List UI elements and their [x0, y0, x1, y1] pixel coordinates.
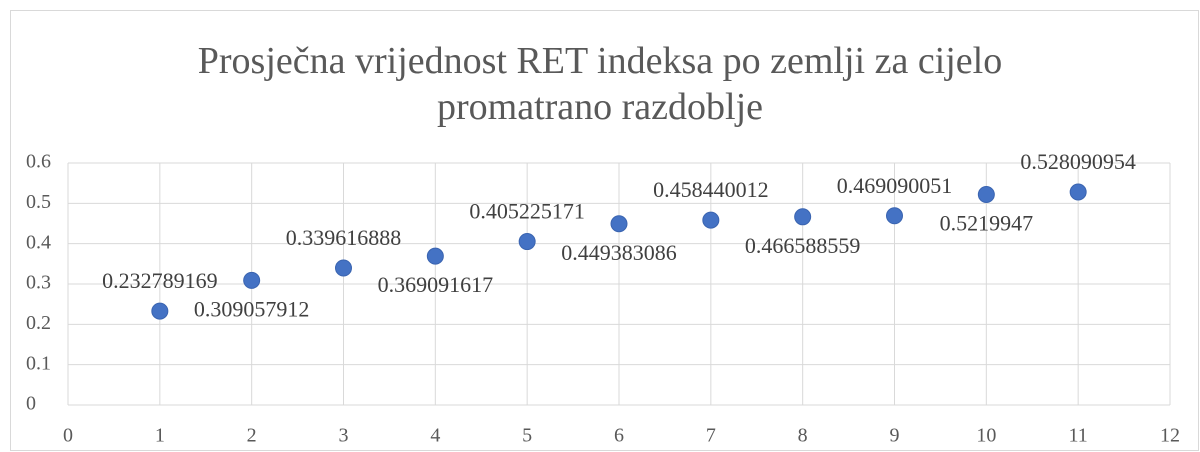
x-tick-label: 4 — [430, 425, 440, 447]
y-tick-label: 0.2 — [26, 312, 51, 334]
data-label: 0.469090051 — [837, 173, 953, 198]
chart-title: Prosječna vrijednost RET indeksa po zeml… — [197, 40, 1003, 128]
data-label: 0.5219947 — [940, 211, 1034, 236]
point — [794, 208, 812, 226]
x-tick-label: 9 — [890, 425, 900, 447]
x-tick-label: 6 — [614, 425, 624, 447]
chart-frame — [10, 10, 1199, 451]
x-tick-label: 11 — [1069, 425, 1088, 447]
data-label: 0.528090954 — [1020, 149, 1136, 174]
data-label: 0.466588559 — [745, 233, 861, 258]
x-tick-label: 12 — [1160, 425, 1180, 447]
y-tick-label: 0.5 — [26, 191, 51, 213]
x-tick-label: 5 — [522, 425, 532, 447]
point — [1069, 183, 1087, 201]
y-tick-label: 0.4 — [26, 231, 51, 253]
x-tick-label: 1 — [155, 425, 165, 447]
point — [151, 302, 169, 320]
data-label: 0.458440012 — [653, 177, 769, 202]
x-tick-label: 8 — [798, 425, 808, 447]
data-label: 0.369091617 — [378, 272, 494, 297]
x-tick-label: 2 — [247, 425, 257, 447]
data-label: 0.405225171 — [469, 199, 585, 224]
point — [426, 247, 444, 265]
x-tick-label: 0 — [63, 425, 73, 447]
point — [243, 271, 261, 289]
y-tick-label: 0 — [26, 393, 36, 415]
point — [335, 259, 352, 277]
y-tick-label: 0.6 — [26, 151, 51, 173]
y-tick-label: 0.1 — [26, 352, 51, 374]
point — [518, 233, 536, 251]
data-label: 0.309057912 — [194, 296, 310, 321]
data-label: 0.232789169 — [102, 268, 218, 293]
x-tick-label: 3 — [339, 425, 349, 447]
data-label: 0.449383086 — [561, 240, 677, 265]
y-tick-label: 0.3 — [26, 272, 51, 294]
x-tick-label: 10 — [976, 425, 996, 447]
point — [977, 185, 995, 203]
point — [610, 215, 628, 233]
data-label: 0.339616888 — [286, 225, 402, 250]
x-tick-label: 7 — [706, 425, 716, 447]
point — [886, 207, 903, 225]
point — [702, 211, 720, 229]
